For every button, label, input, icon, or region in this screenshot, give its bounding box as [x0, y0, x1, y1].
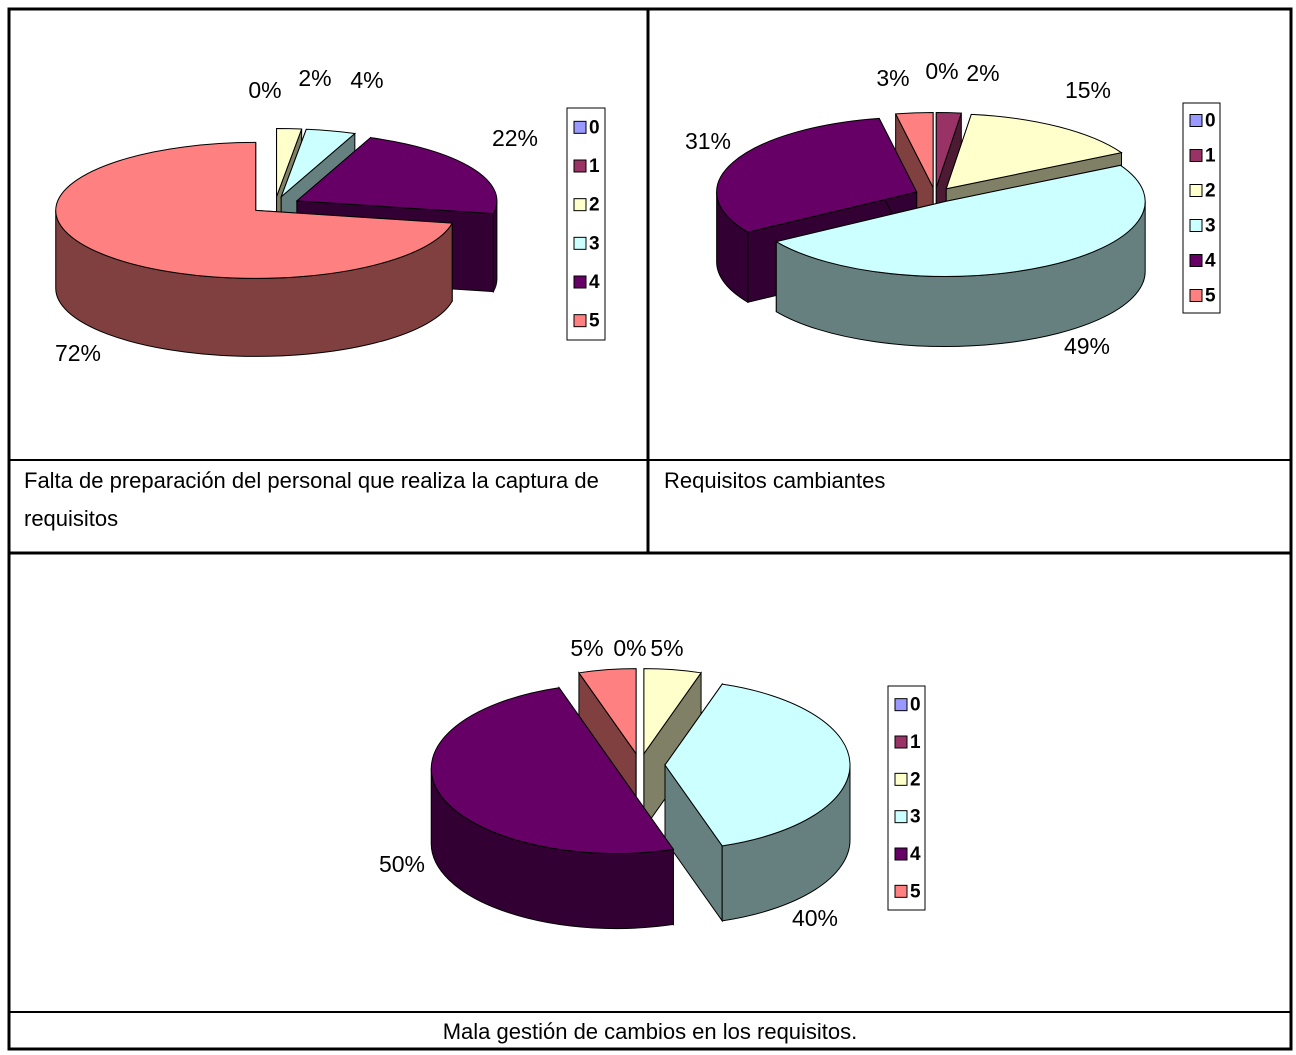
data-label: 0%	[248, 77, 281, 103]
caption: Mala gestión de cambios en los requisito…	[442, 1019, 858, 1044]
legend-label: 0	[910, 695, 921, 716]
slice	[935, 112, 963, 188]
legend-label: 3	[1205, 216, 1216, 237]
legend-swatch	[894, 698, 908, 712]
slice	[55, 141, 454, 279]
legend-swatch	[573, 159, 587, 173]
legend-swatch	[894, 772, 908, 786]
legend-label: 0	[589, 117, 600, 138]
slice	[280, 128, 357, 199]
legend-swatch	[1189, 114, 1203, 127]
legend-swatch	[1189, 184, 1203, 197]
slice	[894, 112, 934, 188]
legend-swatch	[894, 810, 908, 824]
data-label: 2%	[966, 60, 999, 86]
data-label: 72%	[55, 340, 101, 366]
legend-label: 3	[910, 807, 921, 828]
slice	[664, 683, 851, 847]
legend-label: 5	[589, 311, 600, 332]
data-label: 5%	[570, 635, 603, 661]
data-label: 22%	[492, 125, 538, 151]
slice	[431, 687, 675, 854]
legend-swatch	[894, 884, 908, 898]
legend-label: 3	[589, 233, 600, 254]
slice	[774, 164, 1146, 277]
table-border	[7, 7, 1293, 1051]
legend-label: 5	[910, 881, 921, 902]
legend-swatch	[894, 735, 908, 749]
legend-box	[1182, 102, 1221, 314]
legend-label: 4	[910, 844, 921, 865]
legend-swatch	[1189, 289, 1203, 302]
data-label: 15%	[1065, 77, 1111, 103]
caption: Falta de preparación del personal que re…	[24, 468, 599, 531]
slice	[945, 113, 1123, 190]
slice	[578, 668, 637, 756]
data-label: 0%	[925, 58, 958, 84]
slice	[295, 137, 498, 215]
legend-label: 4	[1205, 251, 1216, 272]
data-label: 31%	[685, 128, 731, 154]
legend-swatch	[573, 198, 587, 212]
slice	[276, 128, 303, 197]
legend-swatch	[1189, 149, 1203, 162]
legend-swatch	[573, 236, 587, 250]
legend-swatch	[573, 275, 587, 289]
legend-swatch	[573, 120, 587, 134]
slice-side	[492, 200, 498, 294]
data-label: 2%	[298, 65, 331, 91]
legend-label: 2	[910, 769, 921, 790]
caption: Requisitos cambiantes	[664, 468, 886, 493]
legend-swatch	[1189, 254, 1203, 267]
slice	[643, 668, 702, 756]
data-label: 40%	[792, 905, 838, 931]
data-label: 50%	[379, 851, 425, 877]
legend-swatch	[894, 847, 908, 861]
data-label: 49%	[1064, 333, 1110, 359]
legend-label: 1	[1205, 146, 1216, 167]
legend-label: 1	[910, 732, 921, 753]
legend-swatch	[1189, 219, 1203, 232]
data-label: 5%	[650, 635, 683, 661]
legend-label: 2	[1205, 181, 1216, 202]
legend-box	[566, 107, 606, 341]
legend-swatch	[573, 314, 587, 328]
legend-label: 2	[589, 195, 600, 216]
legend-label: 5	[1205, 286, 1216, 307]
slice	[716, 117, 918, 233]
data-label: 4%	[350, 67, 383, 93]
legend-box	[887, 685, 926, 911]
legend-label: 1	[589, 156, 600, 177]
legend-label: 0	[1205, 111, 1216, 132]
data-label: 3%	[876, 65, 909, 91]
legend-label: 4	[589, 272, 600, 293]
data-label: 0%	[613, 635, 646, 661]
